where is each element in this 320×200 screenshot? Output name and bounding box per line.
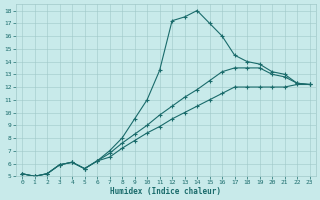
X-axis label: Humidex (Indice chaleur): Humidex (Indice chaleur) [110,187,221,196]
